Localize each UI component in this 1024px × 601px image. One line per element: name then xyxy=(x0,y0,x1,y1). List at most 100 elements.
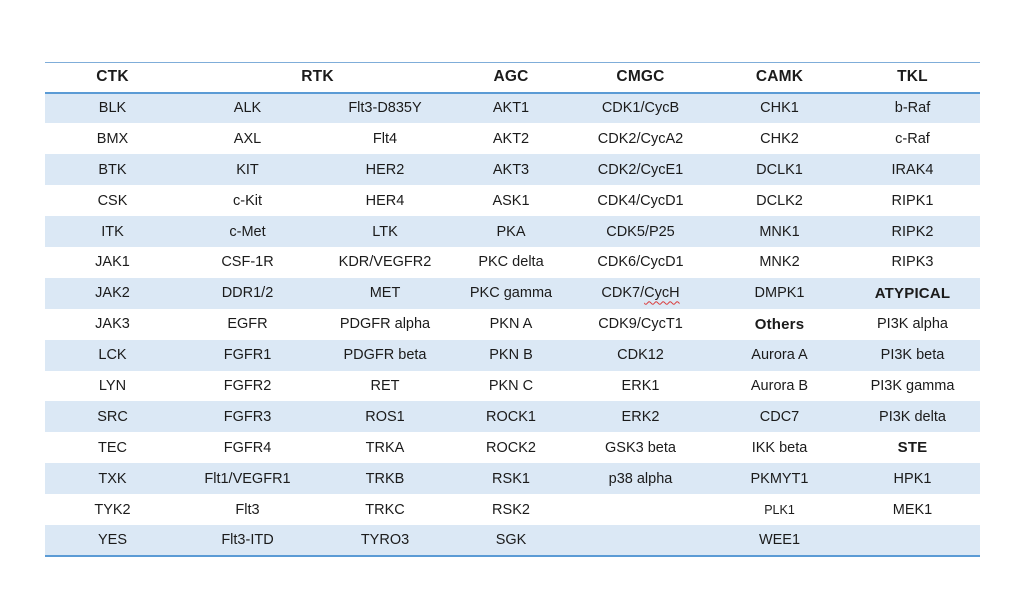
column-header-ctk: CTK xyxy=(45,62,180,94)
table-cell: TEC xyxy=(98,439,127,456)
table-cell: STE xyxy=(897,439,928,457)
table-cell: IKK beta xyxy=(751,439,808,456)
column-header-tkl: TKL xyxy=(845,62,980,94)
table-cell: p38 alpha xyxy=(608,470,673,487)
table-cell: TRKB xyxy=(365,470,405,487)
table-cell: DCLK2 xyxy=(756,192,803,209)
table-cell: b-Raf xyxy=(894,100,931,117)
table-cell: CDK6/CycD1 xyxy=(597,254,684,271)
table-row: BLK ALK Flt3-D835Y AKT1 CDK1/CycB CHK1 b-Raf xyxy=(45,92,980,124)
table-cell: CDK2/CycA2 xyxy=(597,130,684,147)
table-cell xyxy=(845,524,980,557)
table-cell: RSK2 xyxy=(492,501,530,518)
table-cell: Others xyxy=(754,315,805,333)
table-cell: KDR/VEGFR2 xyxy=(338,254,432,271)
table-cell: JAK1 xyxy=(95,254,130,271)
table-row: TXK Flt1/VEGFR1 TRKB RSK1 p38 alpha PKMYT1 HPK… xyxy=(45,463,980,495)
column-header-cmgc: CMGC xyxy=(567,62,714,94)
table-row: BTK KIT HER2 AKT3 CDK2/CycE1 DCLK1 IRAK4 xyxy=(45,154,980,186)
table-cell: RIPK1 xyxy=(891,192,934,209)
table-row: BMX AXL Flt4 AKT2 CDK2/CycA2 CHK2 c-Raf xyxy=(45,123,980,154)
table-cell: CDK12 xyxy=(617,347,664,364)
table-cell: MNK1 xyxy=(759,223,800,240)
table-cell: PKN B xyxy=(489,347,533,364)
table-cell: TRKA xyxy=(365,439,405,456)
table-cell: ERK1 xyxy=(621,377,660,394)
table-cell: Flt1/VEGFR1 xyxy=(204,470,291,487)
table-cell: c-Kit xyxy=(233,192,262,209)
column-header-rtk: RTK xyxy=(180,62,455,94)
table-cell: TXK xyxy=(98,470,127,487)
table-cell: FGFR3 xyxy=(223,408,272,425)
table-cell: PLK1 xyxy=(764,502,795,517)
table-cell: AKT2 xyxy=(492,130,530,147)
table-cell: HER2 xyxy=(365,161,405,178)
table-cell: CDK2/CycE1 xyxy=(597,161,684,178)
table-row: TEC FGFR4 TRKA ROCK2 GSK3 beta IKK beta STE xyxy=(45,432,980,463)
table-cell: CDK4/CycD1 xyxy=(597,192,684,209)
table-cell: WEE1 xyxy=(714,524,845,557)
table-cell: Flt3 xyxy=(235,501,260,518)
table-cell: ITK xyxy=(101,223,124,240)
table-cell: CDK5/P25 xyxy=(606,223,675,240)
table-cell: TRKC xyxy=(365,501,405,518)
table-cell: JAK2 xyxy=(95,285,130,302)
table-cell: PI3K alpha xyxy=(877,316,948,333)
table-cell: ATYPICAL xyxy=(874,284,951,302)
table-cell: ASK1 xyxy=(492,192,530,209)
table-header-row: CTK RTK AGC CMGC CAMK TKL xyxy=(45,62,980,94)
table-cell: ERK2 xyxy=(621,408,660,425)
table-cell: SGK xyxy=(455,524,567,557)
table-cell: CDC7 xyxy=(759,408,800,425)
table-cell: BTK xyxy=(98,161,127,178)
table-cell: FGFR2 xyxy=(223,377,272,394)
table-cell: AXL xyxy=(233,130,262,147)
column-header-agc: AGC xyxy=(455,62,567,94)
table-row: SRC FGFR3 ROS1 ROCK1 ERK2 CDC7 PI3K delta xyxy=(45,401,980,433)
table-cell: YES xyxy=(45,524,180,557)
table-cell: RIPK2 xyxy=(891,223,934,240)
table-row: TYK2 Flt3 TRKC RSK2 PLK1 MEK1 xyxy=(45,494,980,525)
table-cell: PI3K delta xyxy=(879,408,946,425)
table-cell: Flt3-D835Y xyxy=(348,100,422,117)
table-cell: CSK xyxy=(97,192,128,209)
table-cell: TYK2 xyxy=(94,501,131,518)
table-cell: PDGFR alpha xyxy=(339,316,431,333)
table-cell: RIPK3 xyxy=(891,254,934,271)
spellcheck-squiggle-text: CycH xyxy=(644,285,680,302)
table-cell: DMPK1 xyxy=(754,285,805,302)
table-cell: BMX xyxy=(96,130,129,147)
table-cell: Aurora B xyxy=(750,377,809,394)
table-row: LYN FGFR2 RET PKN C ERK1 Aurora B PI3K gamma xyxy=(45,371,980,402)
table-row: JAK3 EGFR PDGFR alpha PKN A CDK9/CycT1 Others… xyxy=(45,309,980,340)
table-header: CTK RTK AGC CMGC CAMK TKL xyxy=(45,62,980,94)
table-cell: LCK xyxy=(98,347,127,364)
table-cell: ROCK2 xyxy=(486,439,536,456)
table-cell: PDGFR beta xyxy=(343,347,427,364)
table-cell: ROCK1 xyxy=(486,408,536,425)
table-cell: PI3K gamma xyxy=(870,377,955,394)
table-cell: AKT3 xyxy=(492,161,530,178)
table-cell: c-Raf xyxy=(895,130,930,147)
table-row: ITK c-Met LTK PKA CDK5/P25 MNK1 RIPK2 xyxy=(45,216,980,247)
table-row: JAK2 DDR1/2 MET PKC gamma CDK7/CycH DMPK1 ATYP… xyxy=(45,277,980,309)
table-cell: Aurora A xyxy=(751,347,808,364)
table-cell: Flt4 xyxy=(372,130,398,147)
table-cell: PKC gamma xyxy=(469,285,553,302)
table-cell: FGFR4 xyxy=(223,439,272,456)
table-cell xyxy=(567,494,714,525)
kinase-table-container: CTK RTK AGC CMGC CAMK TKL BLK ALK Flt3-D835Y AKT… xyxy=(45,62,980,557)
table-cell: LYN xyxy=(98,377,127,394)
table-cell: DCLK1 xyxy=(756,161,803,178)
table-cell: CSF-1R xyxy=(221,254,274,271)
table-cell: MEK1 xyxy=(892,501,933,518)
table-row: YES Flt3-ITD TYRO3 SGK WEE1 xyxy=(45,524,980,557)
table-cell xyxy=(567,524,714,557)
table-cell: DDR1/2 xyxy=(221,285,274,302)
table-cell: HER4 xyxy=(365,192,405,209)
table-cell: Flt3-ITD xyxy=(180,524,315,557)
table-cell: MET xyxy=(369,285,401,302)
table-cell: HPK1 xyxy=(893,470,932,487)
table-cell: FGFR1 xyxy=(223,347,272,364)
